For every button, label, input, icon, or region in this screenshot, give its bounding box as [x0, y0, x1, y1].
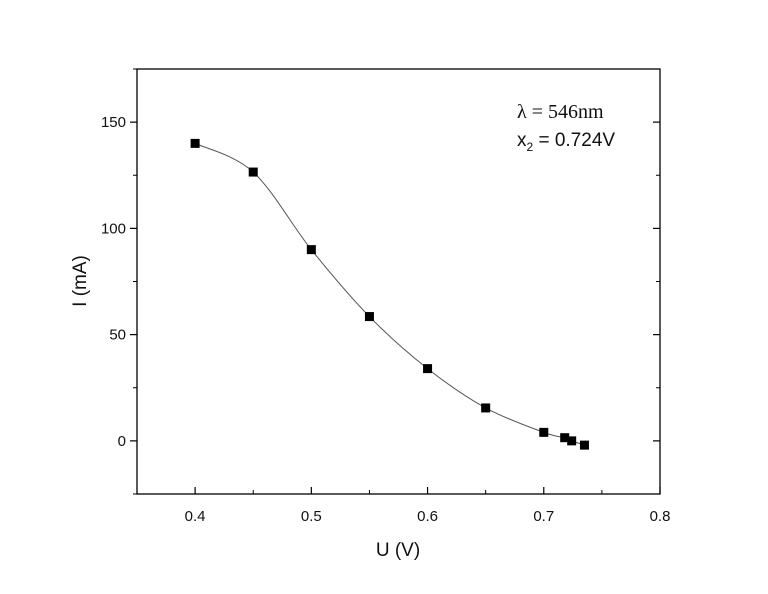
data-point [364, 312, 374, 322]
y-axis-title: I (mA) [70, 255, 91, 307]
wavelength-annotation: λ = 546nm [517, 101, 604, 123]
y-tick-label: 50 [109, 327, 126, 344]
x-tick-label: 0.4 [185, 508, 206, 525]
series-line [194, 142, 585, 446]
data-point [579, 440, 589, 450]
x-tick-label: 0.8 [650, 508, 671, 525]
wavelength-value: = 546nm [527, 101, 604, 123]
data-point [423, 364, 433, 374]
axis-ticks [130, 68, 661, 495]
data-point [248, 167, 258, 177]
x-axis-title: U (V) [376, 540, 420, 561]
x-tick-label: 0.5 [301, 508, 322, 525]
y-tick-label: 150 [101, 114, 126, 131]
data-point [567, 436, 577, 446]
x2-annotation: x2 = 0.724V [517, 130, 615, 154]
data-markers [190, 138, 589, 450]
x-tick-label: 0.6 [417, 508, 438, 525]
axis-tick-labels: 0.4 0.5 0.6 0.7 0.8 0 50 100 150 [101, 114, 670, 525]
y-tick-label: 0 [118, 433, 126, 450]
data-point [190, 138, 200, 148]
data-point [306, 245, 316, 255]
x2-base: x [517, 130, 527, 151]
x-tick-label: 0.7 [533, 508, 554, 525]
lambda-symbol: λ [517, 101, 527, 123]
data-point [560, 433, 570, 443]
x2-subscript: 2 [527, 140, 534, 154]
data-point [539, 427, 549, 437]
y-tick-label: 100 [101, 220, 126, 237]
data-point [481, 403, 491, 413]
x2-value: = 0.724V [533, 130, 615, 151]
